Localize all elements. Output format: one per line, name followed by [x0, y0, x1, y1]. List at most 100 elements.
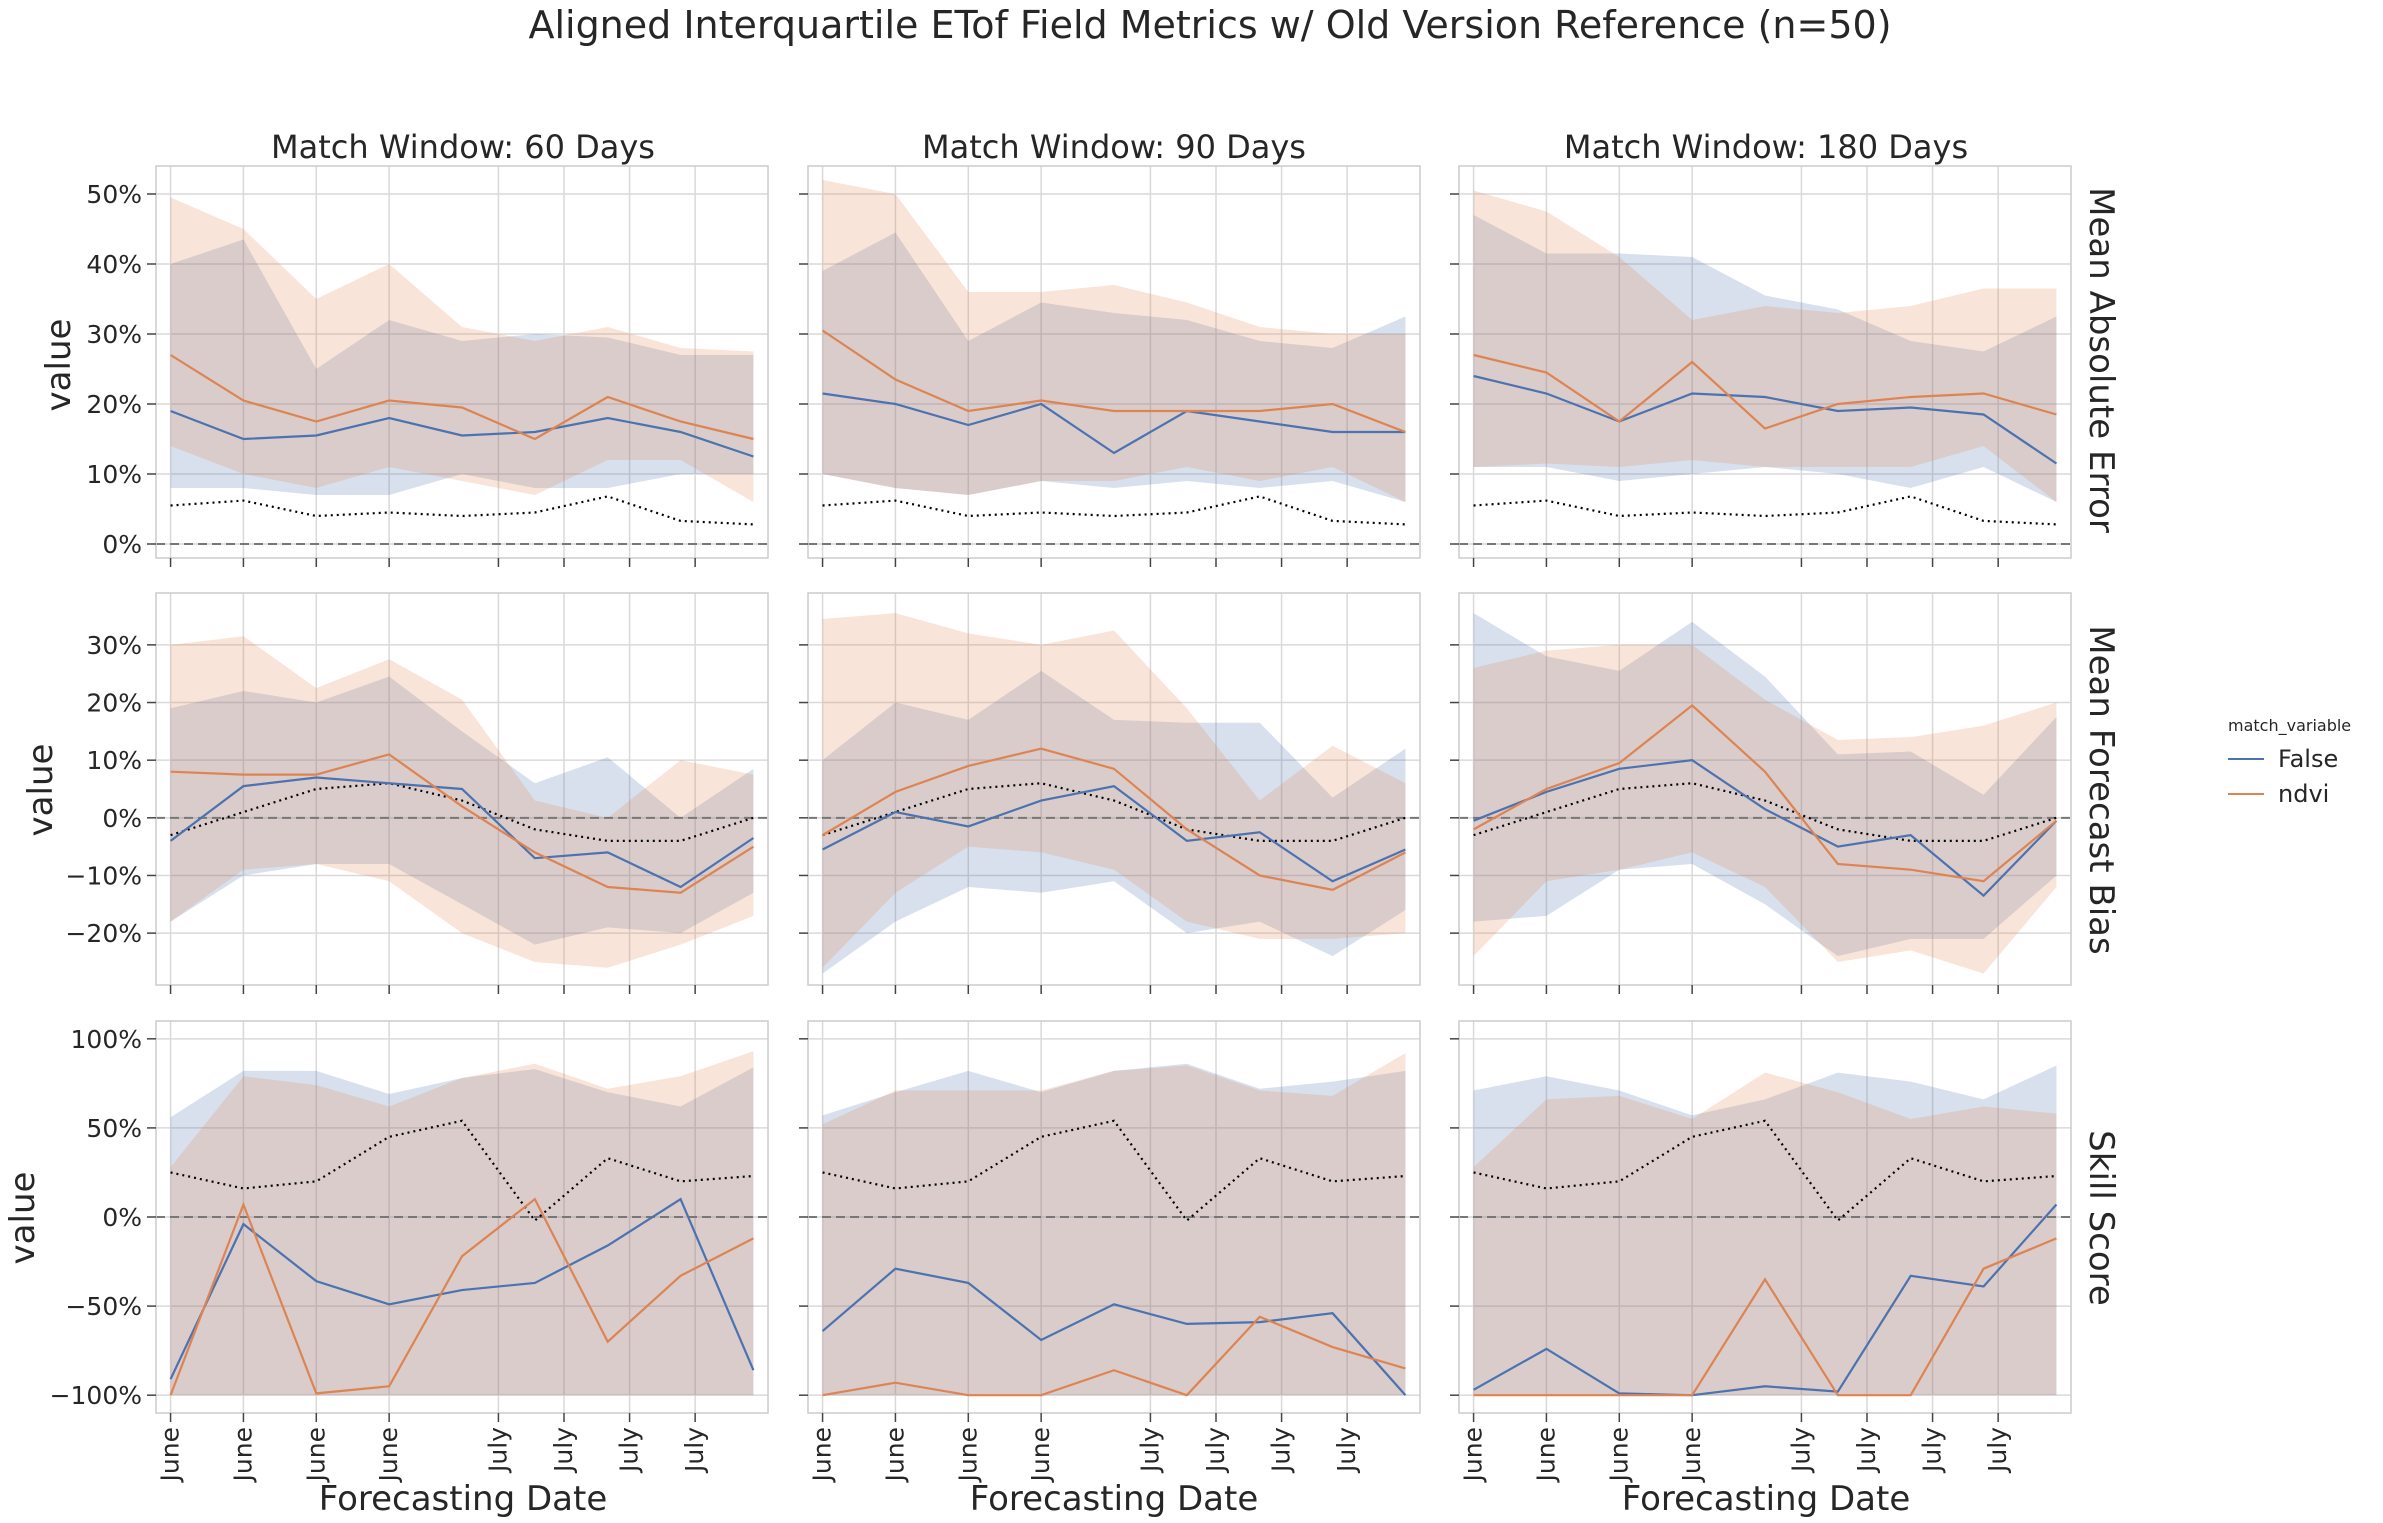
reference-line	[170, 495, 754, 526]
median-line-ndvi	[821, 329, 1406, 434]
y-tick-label: 10%	[86, 460, 142, 489]
ylabel-2: value	[3, 1172, 43, 1265]
reference-line	[1473, 782, 2057, 842]
legend-title: match_variable	[2228, 716, 2351, 736]
panel-r0-c0: 0% 10% 20% 30% 40% 50%	[86, 165, 769, 567]
panel-r2-c2: June June June June July July July July	[1450, 1020, 2072, 1483]
median-line-false	[1473, 1203, 2058, 1397]
iqr-band-ndvi	[170, 636, 754, 968]
y-tick-label: −50%	[65, 1292, 142, 1321]
x-tick-label: July	[1786, 1427, 1815, 1474]
median-line-false	[822, 392, 1406, 455]
x-tick-label: July	[1267, 1427, 1296, 1474]
reference-line	[1473, 1119, 2057, 1223]
panel-frame	[807, 592, 1421, 986]
panel-r0-c2	[1450, 165, 2072, 567]
x-tick-label: July	[1135, 1427, 1164, 1474]
median-line-false	[169, 776, 755, 889]
reference-line	[822, 782, 1406, 842]
iqr-band-false	[1473, 215, 2057, 502]
panel-r2-c1: June June June June July July July July	[799, 1020, 1421, 1483]
panel-frame	[155, 165, 769, 559]
y-tick-label: 100%	[71, 1025, 142, 1054]
y-tick-label: 0%	[102, 804, 142, 833]
y-tick-label: −10%	[65, 861, 142, 890]
reference-line	[1473, 495, 2057, 526]
iqr-band-ndvi	[170, 197, 754, 502]
ylabel-1: value	[21, 744, 61, 837]
y-tick-label: 0%	[102, 1203, 142, 1232]
y-tick-label: 40%	[86, 250, 142, 279]
x-tick-label: June	[301, 1427, 330, 1483]
x-tick-label: June	[808, 1427, 837, 1483]
col-title-0: Match Window: 60 Days	[271, 128, 655, 166]
median-line-ndvi	[170, 753, 755, 894]
median-line-false	[169, 1197, 755, 1380]
iqr-band-ndvi	[822, 1053, 1406, 1396]
y-tick-label: 10%	[86, 746, 142, 775]
panel-r1-c1	[799, 592, 1421, 994]
median-line-false	[822, 784, 1406, 883]
x-tick-label: June	[1677, 1427, 1706, 1483]
x-tick-label: June	[374, 1427, 403, 1483]
x-tick-label: July	[1332, 1427, 1361, 1474]
y-tick-label: 50%	[86, 1114, 142, 1143]
col-title-2: Match Window: 180 Days	[1564, 128, 1968, 166]
reference-line	[822, 495, 1406, 526]
median-line-ndvi	[1473, 703, 2058, 883]
x-tick-label: June	[228, 1427, 257, 1483]
panel-r1-c2	[1450, 592, 2072, 994]
x-tick-label: July	[680, 1427, 709, 1474]
y-tick-label: 30%	[86, 631, 142, 660]
iqr-band-ndvi	[1473, 1072, 2057, 1396]
legend-label-false: False	[2278, 745, 2338, 773]
xlabel-0: Forecasting Date	[319, 1479, 608, 1519]
xlabel-1: Forecasting Date	[970, 1479, 1259, 1519]
x-tick-label: July	[549, 1427, 578, 1474]
iqr-band-false	[822, 1063, 1406, 1396]
row-title-1: Mean Forecast Bias	[2081, 625, 2121, 954]
x-tick-label: July	[1918, 1427, 1947, 1474]
x-tick-label: July	[1852, 1427, 1881, 1474]
reference-line	[822, 1119, 1406, 1223]
facet-panels: 0% 10% 20% 30% 40% 50% −20% −10% 0% 10% 20% 30% −100…	[50, 165, 2072, 1483]
x-tick-label: June	[1459, 1427, 1488, 1483]
median-line-ndvi	[169, 354, 754, 441]
panel-frame	[155, 592, 769, 986]
median-line-false	[1473, 374, 2058, 465]
median-line-ndvi	[1473, 1237, 2057, 1397]
iqr-band-false	[170, 1067, 754, 1396]
y-tick-label: −20%	[65, 919, 142, 948]
y-tick-label: 20%	[86, 689, 142, 718]
x-tick-label: June	[880, 1427, 909, 1483]
col-title-1: Match Window: 90 Days	[922, 128, 1306, 166]
y-tick-label: 20%	[86, 390, 142, 419]
y-tick-label: 30%	[86, 320, 142, 349]
x-tick-label: June	[1604, 1427, 1633, 1483]
panel-frame	[1458, 165, 2072, 559]
iqr-band-ndvi	[822, 613, 1406, 968]
xlabel-2: Forecasting Date	[1622, 1479, 1911, 1519]
y-tick-label: 50%	[86, 180, 142, 209]
x-tick-label: June	[953, 1427, 982, 1483]
y-tick-label: −100%	[50, 1381, 142, 1410]
ylabel-0: value	[39, 319, 79, 412]
panel-frame	[807, 165, 1421, 559]
x-tick-label: July	[483, 1427, 512, 1474]
iqr-band-false	[1473, 1065, 2057, 1396]
figure-title: Aligned Interquartile ETof Field Metrics…	[528, 3, 1891, 47]
iqr-band-false	[170, 239, 754, 495]
row-title-2: Skill Score	[2081, 1130, 2121, 1306]
panel-r0-c1	[799, 165, 1421, 567]
x-tick-label: July	[615, 1427, 644, 1474]
median-line-false	[821, 1267, 1407, 1396]
legend-label-ndvi: ndvi	[2278, 780, 2329, 808]
median-line-ndvi	[1473, 353, 2057, 430]
iqr-band-ndvi	[170, 1051, 754, 1396]
median-line-ndvi	[822, 1315, 1406, 1397]
x-tick-label: July	[1201, 1427, 1230, 1474]
x-tick-label: June	[1026, 1427, 1055, 1483]
panel-r1-c0: −20% −10% 0% 10% 20% 30%	[65, 592, 769, 994]
legend: match_variable False ndvi	[2228, 716, 2351, 808]
